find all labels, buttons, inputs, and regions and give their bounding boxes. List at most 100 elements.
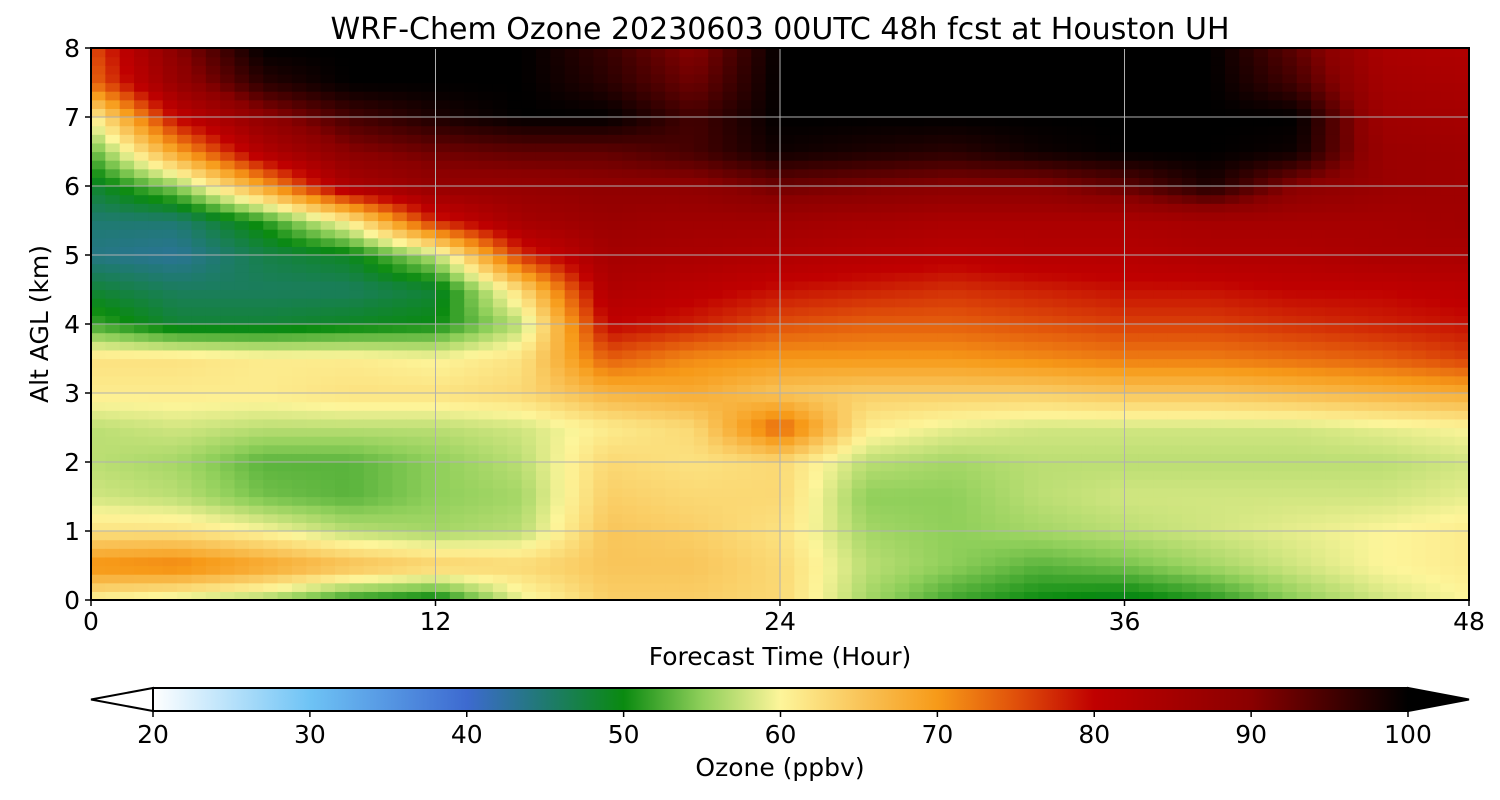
heatmap-cell — [521, 548, 537, 558]
heatmap-cell — [880, 513, 896, 523]
heatmap-cell — [205, 427, 221, 437]
heatmap-cell — [507, 444, 523, 454]
heatmap-cell — [378, 56, 394, 66]
heatmap-cell — [205, 151, 221, 161]
heatmap-cell — [205, 134, 221, 144]
heatmap-cell — [291, 117, 307, 127]
heatmap-cell — [1181, 513, 1197, 523]
heatmap-cell — [234, 211, 250, 222]
heatmap-cell — [794, 332, 810, 342]
heatmap-cell — [1167, 479, 1183, 489]
heatmap-cell — [765, 99, 781, 109]
heatmap-cell — [980, 99, 996, 109]
heatmap-cell — [880, 582, 896, 592]
heatmap-cell — [507, 142, 523, 153]
heatmap-cell — [736, 272, 752, 282]
heatmap-cell — [464, 565, 480, 575]
heatmap-cell — [966, 306, 982, 316]
heatmap-cell — [435, 384, 451, 394]
heatmap-cell — [177, 48, 193, 58]
heatmap-cell — [966, 272, 982, 282]
heatmap-cell — [435, 134, 451, 144]
heatmap-cell — [808, 298, 824, 308]
heatmap-cell — [1009, 453, 1025, 463]
heatmap-cell — [909, 349, 925, 360]
heatmap-cell — [780, 142, 795, 153]
heatmap-cell — [866, 315, 882, 325]
heatmap-cell — [708, 125, 724, 135]
heatmap-cell — [105, 99, 121, 109]
heatmap-cell — [636, 220, 652, 230]
heatmap-cell — [421, 539, 437, 549]
heatmap-cell — [751, 99, 767, 109]
heatmap-cell — [291, 177, 307, 187]
heatmap-cell — [593, 427, 609, 437]
heatmap-cell — [234, 591, 250, 600]
heatmap-cell — [177, 565, 193, 575]
heatmap-cell — [765, 531, 781, 541]
heatmap-cell — [650, 211, 666, 222]
heatmap-cell — [923, 203, 939, 213]
heatmap-cell — [952, 479, 968, 489]
heatmap-cell — [134, 82, 150, 92]
heatmap-cell — [794, 418, 810, 429]
heatmap-cell — [291, 211, 307, 222]
heatmap-cell — [378, 367, 394, 377]
heatmap-cell — [306, 186, 322, 196]
heatmap-cell — [378, 272, 394, 282]
heatmap-cell — [1067, 91, 1083, 101]
heatmap-cell — [535, 125, 551, 135]
heatmap-cell — [421, 306, 437, 316]
heatmap-cell — [335, 99, 350, 109]
heatmap-cell — [1081, 142, 1097, 153]
heatmap-cell — [880, 298, 896, 308]
heatmap-cell — [952, 332, 968, 342]
heatmap-cell — [952, 324, 968, 334]
heatmap-cell — [1138, 401, 1154, 411]
heatmap-cell — [837, 341, 853, 351]
heatmap-cell — [421, 436, 437, 446]
heatmap-cell — [234, 358, 250, 368]
heatmap-cell — [248, 582, 264, 592]
heatmap-cell — [894, 255, 910, 265]
heatmap-cell — [851, 194, 867, 204]
heatmap-cell — [535, 574, 551, 584]
heatmap-cell — [736, 574, 752, 584]
heatmap-cell — [980, 142, 996, 153]
heatmap-cell — [205, 522, 221, 532]
heatmap-cell — [851, 289, 867, 299]
heatmap-cell — [1095, 168, 1111, 178]
heatmap-cell — [291, 194, 307, 204]
heatmap-cell — [665, 280, 681, 291]
heatmap-cell — [291, 349, 307, 360]
heatmap-cell — [363, 427, 379, 437]
heatmap-cell — [622, 324, 638, 334]
heatmap-cell — [823, 246, 839, 256]
heatmap-cell — [392, 160, 408, 170]
heatmap-cell — [751, 436, 767, 446]
heatmap-cell — [564, 315, 580, 325]
heatmap-cell — [665, 531, 681, 541]
heatmap-cell — [1009, 324, 1025, 334]
heatmap-cell — [1081, 298, 1097, 308]
heatmap-cell — [248, 289, 264, 299]
heatmap-cell — [248, 453, 264, 463]
heatmap-cell — [880, 453, 896, 463]
heatmap-cell — [1124, 565, 1140, 575]
heatmap-cell — [378, 168, 394, 178]
heatmap-cell — [191, 211, 207, 222]
heatmap-cell — [177, 56, 193, 66]
heatmap-cell — [736, 548, 752, 558]
heatmap-cell — [780, 418, 795, 429]
heatmap-cell — [162, 479, 178, 489]
heatmap-cell — [134, 384, 150, 394]
heatmap-cell — [1153, 48, 1169, 58]
heatmap-cell — [693, 203, 709, 213]
heatmap-cell — [392, 134, 408, 144]
heatmap-cell — [894, 393, 910, 403]
heatmap-cell — [91, 384, 106, 394]
heatmap-cell — [277, 194, 293, 204]
heatmap-cell — [392, 142, 408, 153]
heatmap-cell — [1081, 160, 1097, 170]
heatmap-cell — [162, 367, 178, 377]
